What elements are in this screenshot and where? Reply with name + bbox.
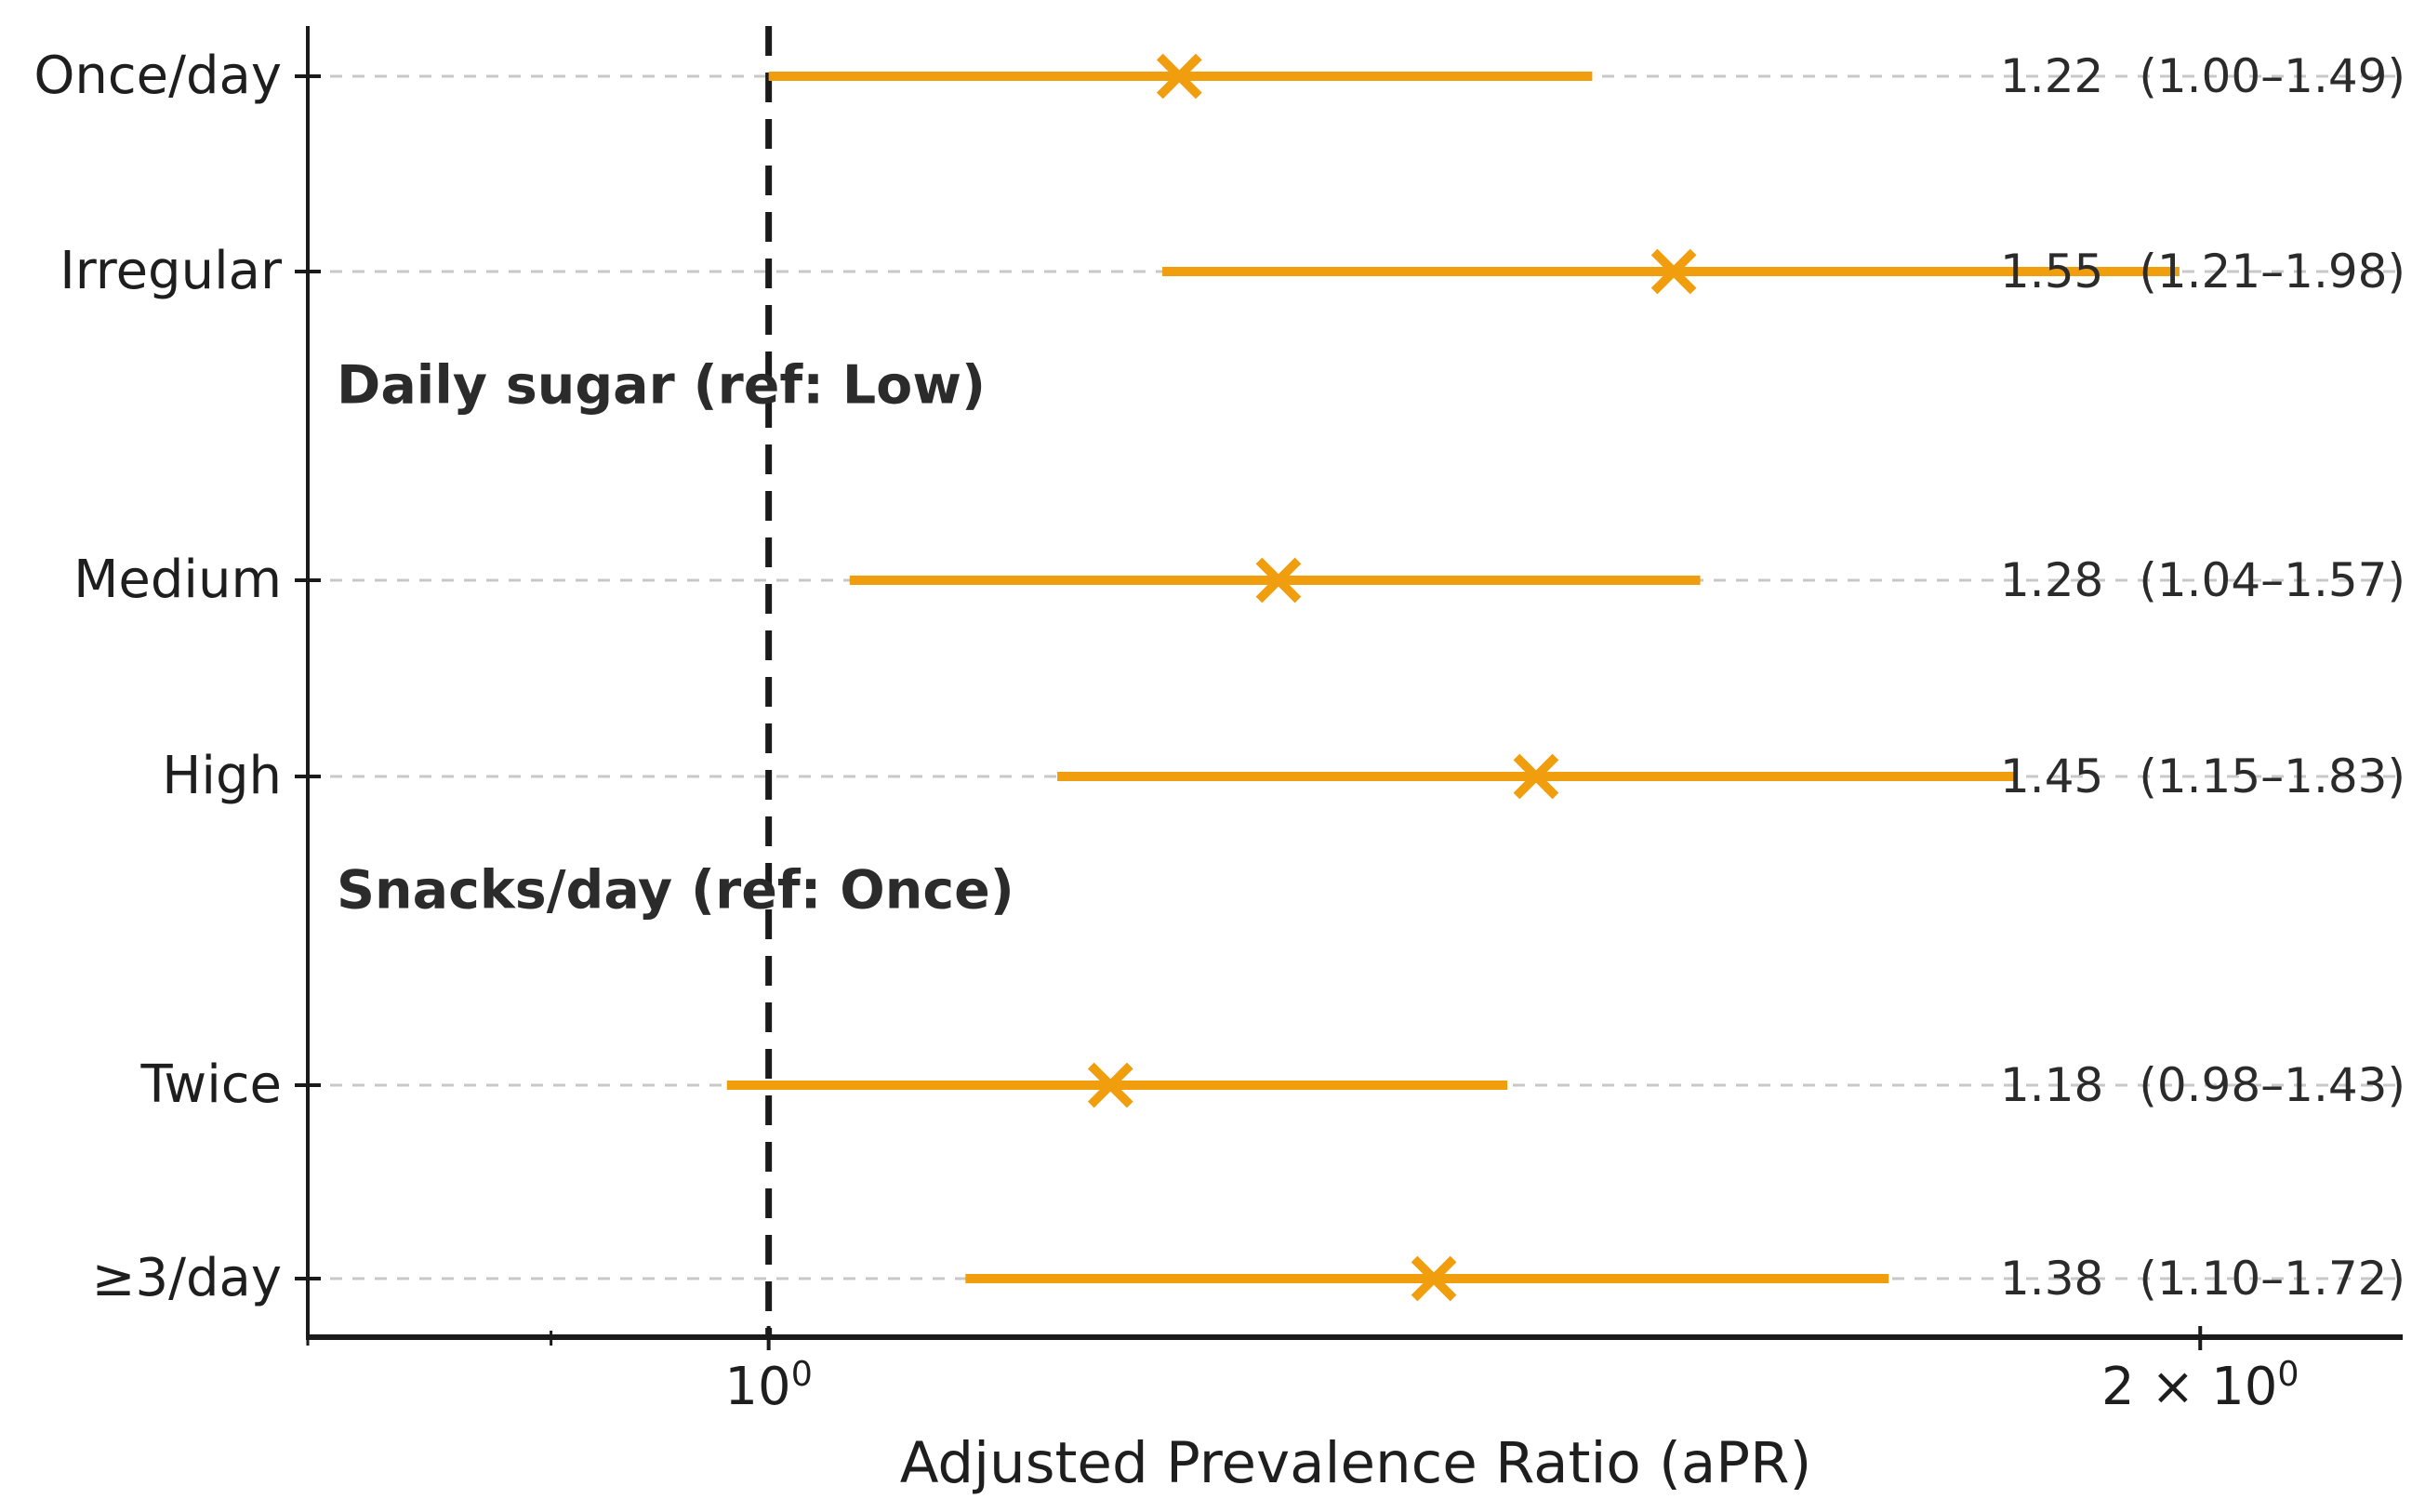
confidence-interval: (1.04–1.57) <box>2139 553 2405 607</box>
estimate-value: 1.22 <box>2000 49 2104 103</box>
estimate-annotation: 1.38 (1.10–1.72) <box>2000 1255 2405 1302</box>
x-tick-label: 100 <box>724 1353 813 1418</box>
y-axis-category-label: Irregular <box>60 241 282 301</box>
x-tick-exponent: 0 <box>2277 1353 2299 1394</box>
point-marker-x <box>1411 1255 1457 1302</box>
y-axis-category-label: Twice <box>140 1054 282 1115</box>
confidence-interval: (1.00–1.49) <box>2139 49 2405 103</box>
estimate-annotation: 1.55 (1.21–1.98) <box>2000 248 2405 295</box>
point-marker-x <box>1650 248 1697 295</box>
estimate-annotation: 1.28 (1.04–1.57) <box>2000 557 2405 603</box>
confidence-interval: (0.98–1.43) <box>2139 1058 2405 1112</box>
estimate-value: 1.55 <box>2000 245 2104 298</box>
estimate-value: 1.28 <box>2000 553 2104 607</box>
x-tick-label: 2 × 100 <box>2100 1353 2299 1418</box>
estimate-annotation: 1.22 (1.00–1.49) <box>2000 53 2405 99</box>
estimate-value: 1.45 <box>2000 749 2104 803</box>
y-axis-category-label: Medium <box>73 550 282 610</box>
point-marker-x <box>1513 753 1559 800</box>
group-header: Daily sugar (ref: Low) <box>337 354 987 417</box>
point-marker-x <box>1156 53 1202 99</box>
x-tick-base: 10 <box>724 1357 791 1417</box>
x-tick-exponent: 0 <box>790 1353 813 1394</box>
estimate-value: 1.38 <box>2000 1252 2104 1306</box>
y-axis-category-label: Once/day <box>33 46 282 106</box>
confidence-interval: (1.21–1.98) <box>2139 245 2405 298</box>
x-axis-label: Adjusted Prevalence Ratio (aPR) <box>899 1430 1812 1496</box>
estimate-value: 1.18 <box>2000 1058 2104 1112</box>
x-tick-base: 10 <box>2211 1357 2278 1417</box>
estimate-annotation: 1.18 (0.98–1.43) <box>2000 1062 2405 1108</box>
confidence-interval: (1.15–1.83) <box>2139 749 2405 803</box>
estimate-annotation: 1.45 (1.15–1.83) <box>2000 753 2405 800</box>
point-marker-x <box>1087 1062 1133 1108</box>
x-tick-prefix: 2 × <box>2100 1357 2212 1417</box>
y-axis-category-label: ≥3/day <box>91 1248 282 1308</box>
confidence-interval: (1.10–1.72) <box>2139 1252 2405 1306</box>
point-marker-x <box>1255 557 1302 603</box>
group-header: Snacks/day (ref: Once) <box>337 859 1014 922</box>
y-axis-category-label: High <box>162 746 282 806</box>
